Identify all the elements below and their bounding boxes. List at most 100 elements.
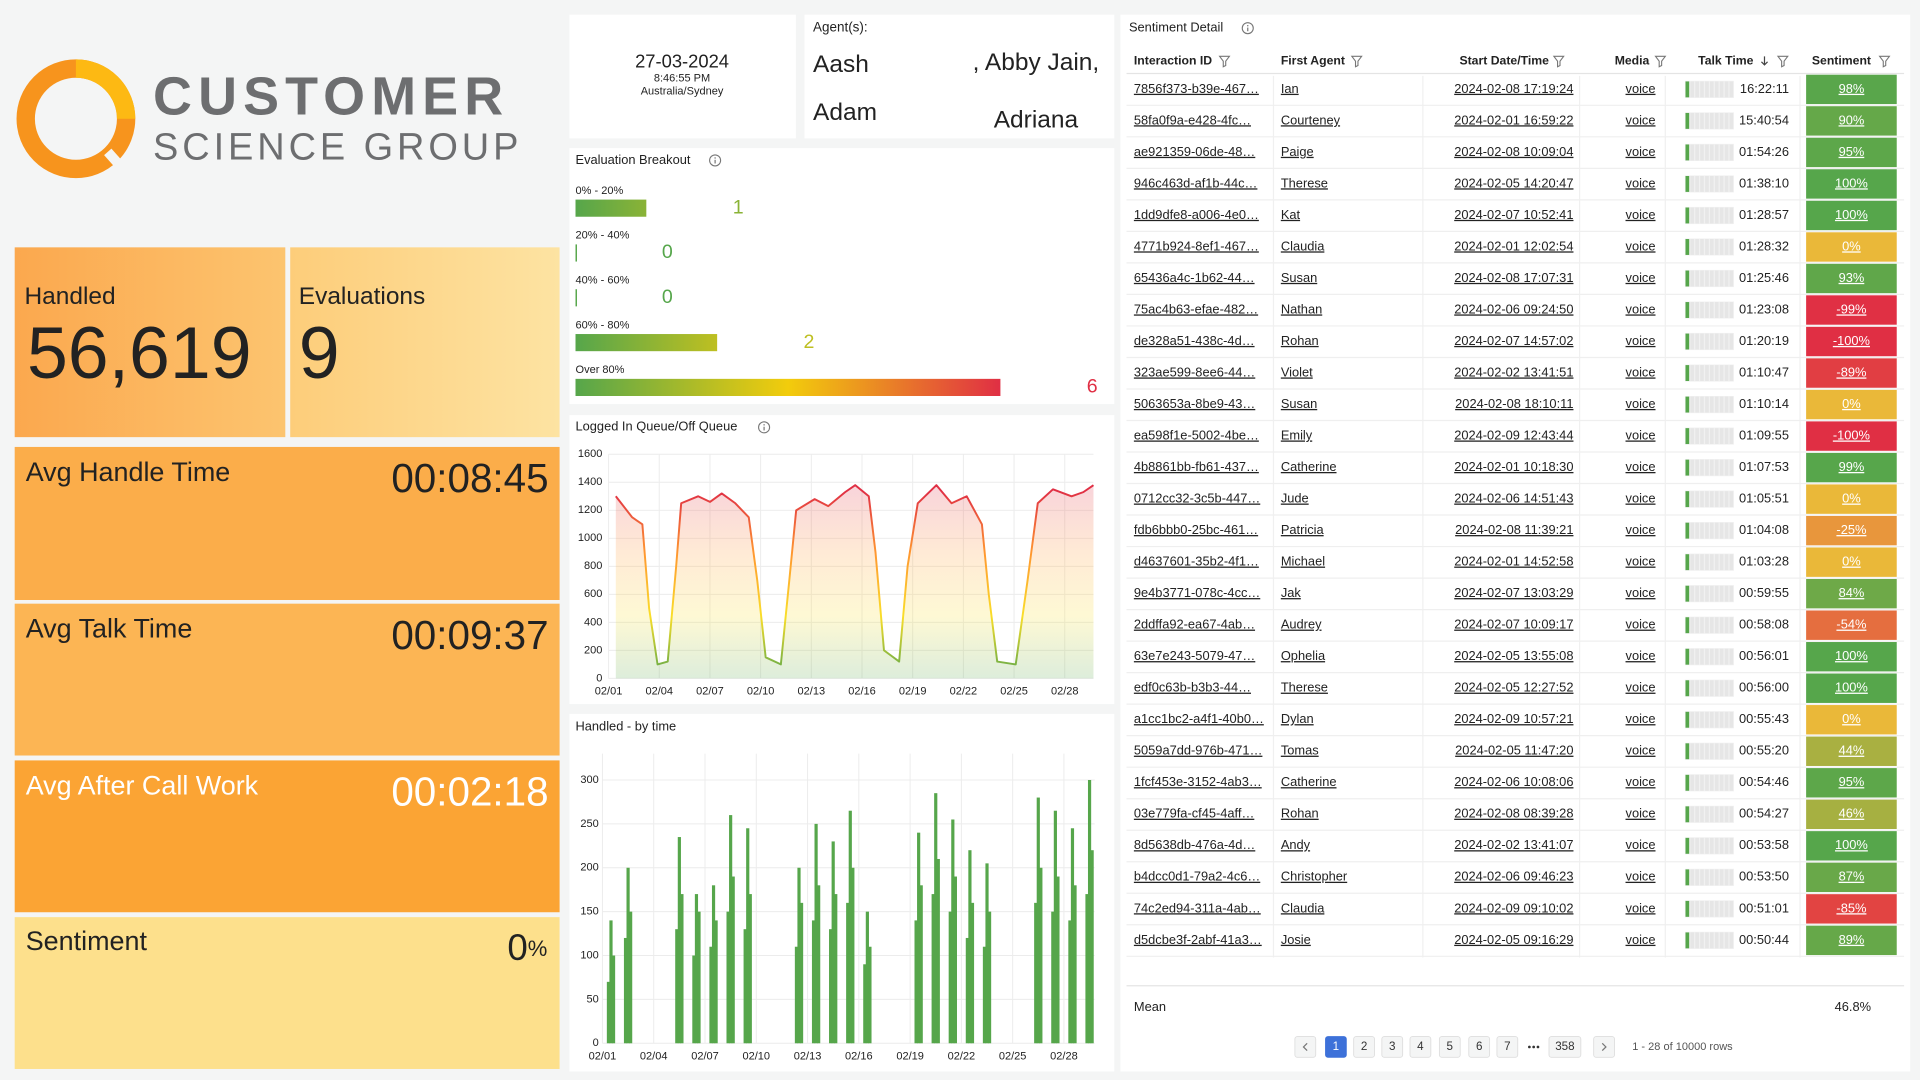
cell-agent[interactable]: Audrey — [1281, 617, 1322, 632]
cell-agent[interactable]: Tomas — [1281, 743, 1319, 758]
cell-agent[interactable]: Catherine — [1281, 774, 1337, 789]
cell-id[interactable]: 2ddffa92-ea67-4ab… — [1134, 617, 1255, 632]
cell-media[interactable]: voice — [1626, 396, 1656, 411]
cell-media[interactable]: voice — [1626, 869, 1656, 884]
cell-agent[interactable]: Susan — [1281, 270, 1317, 285]
cell-id[interactable]: d4637601-35b2-4f1… — [1134, 554, 1259, 569]
cell-media[interactable]: voice — [1626, 554, 1656, 569]
cell-agent[interactable]: Michael — [1281, 554, 1325, 569]
cell-date[interactable]: 2024-02-07 13:03:29 — [1454, 585, 1573, 600]
cell-media[interactable]: voice — [1626, 680, 1656, 695]
cell-sentiment[interactable]: 87% — [1839, 869, 1865, 884]
cell-date[interactable]: 2024-02-05 14:20:47 — [1454, 175, 1573, 190]
cell-id[interactable]: d5dcbe3f-2abf-41a3… — [1134, 932, 1262, 947]
cell-agent[interactable]: Christopher — [1281, 869, 1348, 884]
cell-date[interactable]: 2024-02-06 09:24:50 — [1454, 301, 1573, 316]
cell-media[interactable]: voice — [1626, 491, 1656, 506]
cell-agent[interactable]: Josie — [1281, 932, 1311, 947]
cell-date[interactable]: 2024-02-08 11:39:21 — [1455, 522, 1573, 537]
page-number[interactable]: 358 — [1555, 1040, 1574, 1053]
cell-id[interactable]: fdb6bbb0-25bc-461… — [1134, 522, 1258, 537]
cell-media[interactable]: voice — [1626, 648, 1656, 663]
cell-date[interactable]: 2024-02-05 11:47:20 — [1455, 743, 1573, 758]
cell-agent[interactable]: Claudia — [1281, 238, 1325, 253]
column-header[interactable]: Start Date/Time — [1459, 53, 1549, 67]
cell-media[interactable]: voice — [1626, 207, 1656, 222]
cell-id[interactable]: ea598f1e-5002-4be… — [1134, 427, 1259, 442]
cell-agent[interactable]: Jak — [1281, 585, 1302, 600]
cell-sentiment[interactable]: 100% — [1835, 207, 1868, 222]
cell-date[interactable]: 2024-02-06 09:46:23 — [1454, 869, 1573, 884]
page-button[interactable] — [1409, 1036, 1432, 1058]
cell-id[interactable]: 1dd9dfe8-a006-4e0… — [1134, 207, 1259, 222]
cell-id[interactable]: 5063653a-8be9-43… — [1134, 396, 1255, 411]
cell-id[interactable]: 4771b924-8ef1-467… — [1134, 238, 1259, 253]
cell-agent[interactable]: Ophelia — [1281, 648, 1326, 663]
cell-media[interactable]: voice — [1626, 238, 1656, 253]
column-header[interactable]: Media — [1615, 53, 1650, 67]
cell-id[interactable]: 4b8861bb-fb61-437… — [1134, 459, 1259, 474]
cell-sentiment[interactable]: 100% — [1835, 837, 1868, 852]
cell-id[interactable]: 0712cc32-3c5b-447… — [1134, 491, 1260, 506]
cell-agent[interactable]: Nathan — [1281, 301, 1322, 316]
cell-date[interactable]: 2024-02-05 12:27:52 — [1454, 680, 1573, 695]
cell-agent[interactable]: Jude — [1281, 491, 1309, 506]
cell-date[interactable]: 2024-02-09 09:10:02 — [1454, 900, 1573, 915]
cell-sentiment[interactable]: 0% — [1842, 396, 1861, 411]
column-header[interactable]: Talk Time — [1698, 53, 1754, 67]
cell-media[interactable]: voice — [1626, 617, 1656, 632]
cell-sentiment[interactable]: 90% — [1839, 112, 1865, 127]
cell-agent[interactable]: Patricia — [1281, 522, 1325, 537]
cell-id[interactable]: ae921359-06de-48… — [1134, 144, 1255, 159]
filter-icon[interactable] — [1654, 55, 1667, 68]
page-number[interactable]: 3 — [1389, 1040, 1395, 1053]
page-number[interactable]: 6 — [1476, 1040, 1482, 1053]
cell-sentiment[interactable]: 95% — [1839, 774, 1865, 789]
cell-date[interactable]: 2024-02-08 18:10:11 — [1455, 396, 1573, 411]
cell-id[interactable]: 5059a7dd-976b-471… — [1134, 743, 1263, 758]
cell-media[interactable]: voice — [1626, 112, 1656, 127]
cell-sentiment[interactable]: 0% — [1842, 711, 1861, 726]
page-button[interactable] — [1468, 1036, 1491, 1058]
cell-media[interactable]: voice — [1626, 333, 1656, 348]
cell-date[interactable]: 2024-02-02 13:41:51 — [1454, 364, 1573, 379]
cell-media[interactable]: voice — [1626, 175, 1656, 190]
page-button[interactable] — [1496, 1036, 1519, 1058]
cell-agent[interactable]: Therese — [1281, 680, 1328, 695]
filter-icon[interactable] — [1552, 55, 1565, 68]
cell-id[interactable]: 1fcf453e-3152-4ab3… — [1134, 774, 1262, 789]
cell-agent[interactable]: Courteney — [1281, 112, 1341, 127]
cell-sentiment[interactable]: 0% — [1842, 491, 1861, 506]
page-number[interactable]: 5 — [1447, 1040, 1453, 1053]
page-number[interactable]: 4 — [1417, 1040, 1424, 1053]
cell-media[interactable]: voice — [1626, 837, 1656, 852]
page-prev[interactable] — [1294, 1036, 1317, 1058]
cell-id[interactable]: 946c463d-af1b-44c… — [1134, 175, 1258, 190]
cell-agent[interactable]: Rohan — [1281, 806, 1319, 821]
cell-date[interactable]: 2024-02-01 14:52:58 — [1454, 554, 1573, 569]
cell-sentiment[interactable]: -54% — [1836, 617, 1866, 632]
cell-sentiment[interactable]: 44% — [1839, 743, 1865, 758]
cell-date[interactable]: 2024-02-08 17:19:24 — [1454, 81, 1573, 96]
cell-agent[interactable]: Susan — [1281, 396, 1317, 411]
page-number[interactable]: 1 — [1333, 1040, 1339, 1053]
cell-agent[interactable]: Paige — [1281, 144, 1314, 159]
cell-media[interactable]: voice — [1626, 301, 1656, 316]
column-header[interactable]: First Agent — [1281, 53, 1345, 67]
cell-agent[interactable]: Violet — [1281, 364, 1313, 379]
filter-icon[interactable] — [1218, 55, 1231, 68]
cell-media[interactable]: voice — [1626, 743, 1656, 758]
cell-date[interactable]: 2024-02-09 12:43:44 — [1454, 427, 1573, 442]
cell-date[interactable]: 2024-02-05 09:16:29 — [1454, 932, 1573, 947]
cell-id[interactable]: a1cc1bc2-a4f1-40b0… — [1134, 711, 1264, 726]
cell-agent[interactable]: Rohan — [1281, 333, 1319, 348]
cell-sentiment[interactable]: -89% — [1836, 364, 1866, 379]
cell-id[interactable]: 8d5638db-476a-4d… — [1134, 837, 1255, 852]
cell-date[interactable]: 2024-02-01 12:02:54 — [1454, 238, 1573, 253]
cell-id[interactable]: 7856f373-b39e-467… — [1134, 81, 1259, 96]
cell-agent[interactable]: Andy — [1281, 837, 1311, 852]
cell-sentiment[interactable]: -85% — [1836, 900, 1866, 915]
cell-date[interactable]: 2024-02-08 17:07:31 — [1454, 270, 1573, 285]
cell-id[interactable]: 03e779fa-cf45-4aff… — [1134, 806, 1254, 821]
cell-id[interactable]: b4dcc0d1-79a2-4c6… — [1134, 869, 1260, 884]
